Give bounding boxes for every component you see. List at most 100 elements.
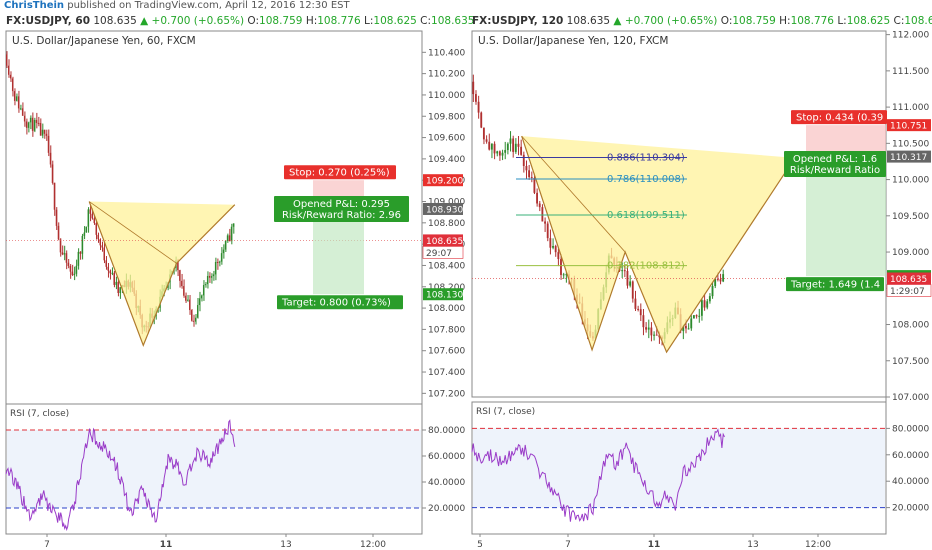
candle-down [43,129,46,134]
last-price: 108.635 [566,15,611,27]
chart-panel-right: FX:USDJPY, 120 108.635 ▲ +0.700 (+0.65%)… [466,13,932,550]
candle-down [61,252,64,255]
target-price-tag: 108.130 [426,291,463,301]
candle-down [557,252,560,260]
stop-box [791,110,887,125]
reward-zone[interactable] [313,208,364,295]
attribution-text: published on TradingView.com, April 12, … [67,0,350,11]
candle-up [206,275,209,285]
candle-up [700,300,703,316]
candle-up [214,261,217,275]
candle-down [51,164,54,183]
rsi-tick-label: 20.0000 [428,504,465,514]
candle-down [189,299,191,311]
high-value: 108.776 [790,15,834,27]
candle-down [95,223,98,235]
price-tick-label: 108.000 [428,304,465,314]
fib-level-label: 0.786(110.008) [607,174,685,185]
candle-up [224,240,227,250]
candle-up [722,274,725,282]
candle-down [181,280,183,287]
candle-up [83,232,86,236]
candle-down [7,65,10,75]
candle-up [692,315,695,319]
price-tick-label: 107.500 [892,357,929,367]
candle-down [39,123,42,136]
candle-up [552,246,554,248]
candle-down [695,315,698,317]
rsi-label: RSI (7, close) [10,409,69,419]
candle-up [77,251,80,266]
candle-down [228,235,231,242]
candle-down [25,121,28,128]
candle-up [19,108,22,110]
candle-down [488,141,491,150]
candle-up [714,278,717,287]
open-value: 108.759 [259,15,303,27]
candle-down [642,315,645,328]
author-link[interactable]: ChrisThein [4,0,65,11]
harmonic-pattern-outline [88,201,236,348]
open-label: O: [247,15,260,27]
stop-label: Stop: 0.270 (0.25%) [289,168,390,179]
candle-down [520,146,523,155]
symbol-label[interactable]: FX:USDJPY, 120 [472,15,564,27]
price-tick-label: 110.400 [428,48,465,58]
quote-bar-left: FX:USDJPY, 60 108.635 ▲ +0.700 (+0.65%) … [6,15,474,27]
candle-down [79,251,82,254]
opened-pnl-label: Opened P&L: 0.295 [293,199,390,210]
target-box [277,295,403,310]
candle-up [85,226,88,233]
candle-down [49,152,52,165]
countdown-tag-bg [886,284,932,297]
harmonic-pattern-fill [89,201,235,346]
candle-up [706,301,709,308]
candle-down [216,261,219,263]
rsi-line [5,419,236,532]
candle-up [629,281,632,286]
candle-down [634,298,637,309]
target-box [786,277,884,292]
stop-price-tag-bg [423,174,463,187]
low-value: 108.625 [846,15,891,27]
candle-up [698,315,701,317]
price-tick-label: 109.800 [428,112,465,122]
countdown-tag-bg [422,246,464,259]
candle-up [230,226,233,242]
candle-down [21,108,24,116]
chart-area-left[interactable]: U.S. Dollar/Japanese Yen, 60, FXCM 110.40… [0,13,466,550]
chart-area-right[interactable]: U.S. Dollar/Japanese Yen, 120, FXCM 112.0… [466,13,932,550]
candle-down [31,117,34,131]
candle-up [496,151,499,154]
candle-up [212,274,215,277]
candle-down [544,221,546,224]
time-tick-label: 13 [280,540,291,550]
candle-down [103,247,105,261]
candle-down [17,96,20,109]
candle-down [719,279,722,282]
candle-up [621,270,624,272]
candle-down [105,260,107,267]
open-value: 108.759 [732,15,776,27]
candle-down [477,101,480,113]
candle-down [57,225,60,240]
chart-svg-left[interactable]: U.S. Dollar/Japanese Yen, 60, FXCM 110.40… [0,13,466,550]
candle-down [716,278,719,280]
chart-svg-right[interactable]: U.S. Dollar/Japanese Yen, 120, FXCM 112.0… [466,13,932,550]
candle-down [623,270,626,272]
candle-up [202,285,205,296]
rsi-band [473,428,885,508]
rsi-tick-label: 40.0000 [892,477,929,487]
price-tick-label: 109.500 [892,212,929,222]
candle-up [210,276,213,278]
candle-up [115,281,117,285]
opened-pnl-label: Opened P&L: 1.6 [793,154,877,165]
risk-reward-label: Risk/Reward Ratio: 2.96 [282,210,401,221]
rsi-line [471,428,725,522]
last-price: 108.635 [93,15,137,27]
candle-up [226,235,229,241]
candle-down [65,253,68,263]
candle-down [183,286,185,296]
symbol-label[interactable]: FX:USDJPY, 60 [6,15,90,27]
candle-down [69,265,72,272]
